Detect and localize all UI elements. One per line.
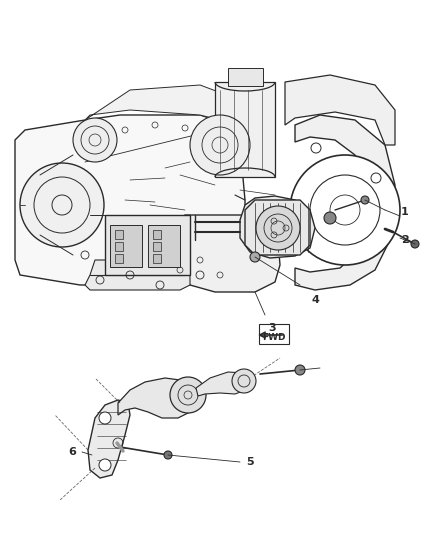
Polygon shape [85,260,190,290]
Polygon shape [15,115,245,285]
Bar [228,68,263,86]
Polygon shape [88,400,130,478]
Text: 2: 2 [401,235,409,245]
Circle shape [190,115,250,175]
Circle shape [295,365,305,375]
Bar [153,242,161,251]
Bar [105,215,190,275]
Bar [153,254,161,263]
Circle shape [170,377,206,413]
Bar [115,254,123,263]
Text: 4: 4 [311,295,319,305]
Circle shape [20,163,104,247]
Circle shape [324,212,336,224]
Text: FWD: FWD [262,333,286,342]
Polygon shape [240,196,315,258]
Circle shape [164,451,172,459]
Bar [110,225,142,267]
Bar [153,230,161,239]
Circle shape [361,196,369,204]
Polygon shape [295,115,395,290]
Circle shape [256,206,300,250]
Bar [148,225,180,267]
Text: 5: 5 [246,457,254,467]
Circle shape [73,118,117,162]
Bar [259,324,289,344]
Circle shape [290,155,400,265]
Circle shape [99,459,111,471]
Polygon shape [285,75,395,145]
Bar [115,242,123,251]
Circle shape [411,240,419,248]
Polygon shape [196,372,250,396]
Polygon shape [85,85,240,125]
Bar [215,82,275,177]
Text: 6: 6 [68,447,76,457]
Polygon shape [118,378,195,418]
Circle shape [232,369,256,393]
Bar [115,230,123,239]
Polygon shape [245,200,310,255]
Text: 3: 3 [268,323,276,333]
Polygon shape [170,215,280,292]
Text: 1: 1 [401,207,409,217]
Circle shape [99,412,111,424]
Circle shape [250,252,260,262]
